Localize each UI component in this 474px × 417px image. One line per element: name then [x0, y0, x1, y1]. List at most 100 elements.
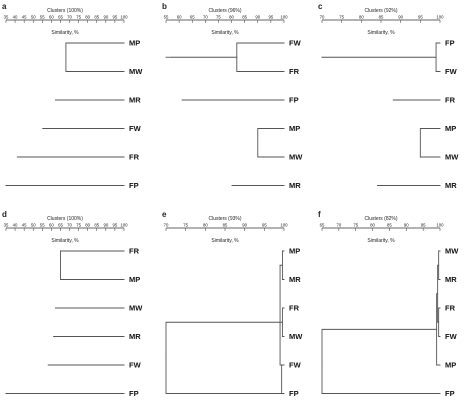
panel-a: a Clusters (100%) Similarity, % 35 40 45 50 55 6…: [2, 2, 143, 190]
tick-label: 40: [13, 223, 18, 228]
tick-label: 80: [203, 223, 208, 228]
leaf-label-mr: MR: [445, 181, 457, 190]
panel-b: b Clusters (96%) Similarity, % 55 60 65 70 75 80…: [162, 2, 303, 190]
leaf-label-mp: MP: [445, 361, 456, 370]
leaf-label-fw: FW: [445, 67, 458, 76]
tick-label: 95: [418, 15, 423, 20]
tick-label: 60: [177, 15, 182, 20]
tick-label: 100: [280, 223, 288, 228]
tick-label: 75: [353, 223, 358, 228]
leaf-label-fr: FR: [445, 96, 456, 105]
leaf-label-mr: MR: [129, 96, 141, 105]
tick-label: 95: [113, 15, 118, 20]
axis-label: Similarity, %: [367, 30, 395, 36]
tick-label: 90: [103, 223, 108, 228]
panel-letter: e: [162, 210, 167, 219]
tick-label: 75: [339, 15, 344, 20]
leaf-label-fw: FW: [289, 361, 302, 370]
cluster-link: [60, 250, 125, 280]
leaf-label-mw: MW: [129, 304, 143, 313]
tick-label: 90: [103, 15, 108, 20]
leaf-label-mw: MW: [445, 153, 459, 162]
leaf-label-fw: FW: [129, 361, 142, 370]
tick-label: 65: [58, 15, 63, 20]
tick-label: 65: [190, 15, 195, 20]
tick-label: 85: [94, 223, 99, 228]
cluster-link: [321, 328, 441, 394]
clusters-title: Clusters (92%): [364, 8, 397, 14]
leaf-label-mp: MP: [129, 275, 140, 284]
tick-label: 85: [379, 15, 384, 20]
leaf-label-mp: MP: [445, 124, 456, 133]
tick-label: 70: [203, 15, 208, 20]
panel-letter: f: [318, 210, 321, 219]
cluster-link: [281, 364, 285, 394]
tick-label: 85: [94, 15, 99, 20]
tick-label: 60: [49, 15, 54, 20]
tick-label: 95: [268, 15, 273, 20]
tick-label: 95: [113, 223, 118, 228]
tick-label: 75: [183, 223, 188, 228]
leaf-label-mw: MW: [289, 153, 303, 162]
clusters-title: Clusters (100%): [47, 8, 83, 14]
tick-label: 70: [336, 223, 341, 228]
cluster-link: [419, 128, 441, 158]
tick-label: 100: [120, 15, 128, 20]
tick-label: 65: [58, 223, 63, 228]
tick-label: 80: [85, 223, 90, 228]
panel-e: e Clusters (93%) Similarity, % 70 75 80 85 90 95…: [162, 210, 303, 398]
leaf-label-mw: MW: [445, 247, 459, 256]
leaf-label-mw: MW: [289, 332, 303, 341]
tick-label: 35: [4, 15, 9, 20]
tick-label: 55: [164, 15, 169, 20]
tick-label: 35: [4, 223, 9, 228]
leaf-label-fp: FP: [129, 389, 139, 398]
tick-label: 75: [216, 15, 221, 20]
axis-label: Similarity, %: [51, 238, 79, 244]
cluster-link: [279, 264, 285, 366]
leaf-label-mr: MR: [445, 275, 457, 284]
tick-label: 70: [67, 15, 72, 20]
tick-label: 85: [242, 15, 247, 20]
leaf-label-fp: FP: [445, 389, 455, 398]
panel-d: d Clusters (100%) Similarity, % 35 40 45 50 55 6…: [2, 210, 143, 398]
cluster-link: [435, 42, 441, 72]
leaf-label-fw: FW: [129, 124, 142, 133]
tick-label: 85: [387, 223, 392, 228]
tick-label: 40: [13, 15, 18, 20]
axis-label: Similarity, %: [367, 238, 395, 244]
tick-label: 90: [398, 15, 403, 20]
tick-label: 75: [76, 223, 81, 228]
leaf-label-mw: MW: [129, 67, 143, 76]
tick-label: 70: [320, 15, 325, 20]
leaf-label-mr: MR: [129, 332, 141, 341]
tick-label: 95: [262, 223, 267, 228]
leaf-label-mp: MP: [289, 124, 300, 133]
leaf-label-fw: FW: [445, 332, 458, 341]
cluster-link: [257, 128, 285, 158]
tick-label: 95: [421, 223, 426, 228]
tick-label: 50: [31, 223, 36, 228]
clusters-title: Clusters (96%): [208, 8, 241, 14]
tick-label: 70: [164, 223, 169, 228]
cluster-link: [236, 42, 285, 72]
axis-label: Similarity, %: [211, 238, 239, 244]
tick-label: 85: [223, 223, 228, 228]
tick-label: 80: [229, 15, 234, 20]
tick-label: 50: [31, 15, 36, 20]
tick-label: 65: [320, 223, 325, 228]
tick-label: 100: [436, 15, 444, 20]
leaf-label-fp: FP: [289, 389, 299, 398]
leaf-label-mr: MR: [289, 181, 301, 190]
leaf-label-mp: MP: [129, 39, 140, 48]
panel-letter: a: [2, 2, 7, 11]
tick-label: 80: [359, 15, 364, 20]
clusters-title: Clusters (93%): [208, 216, 241, 222]
leaf-label-fr: FR: [129, 153, 140, 162]
leaf-label-fr: FR: [289, 304, 300, 313]
cluster-link: [65, 42, 125, 72]
panel-c: c Clusters (92%) Similarity, % 70 75 80 85 90 95…: [318, 2, 459, 190]
leaf-label-mp: MP: [289, 247, 300, 256]
leaf-label-fr: FR: [129, 247, 140, 256]
